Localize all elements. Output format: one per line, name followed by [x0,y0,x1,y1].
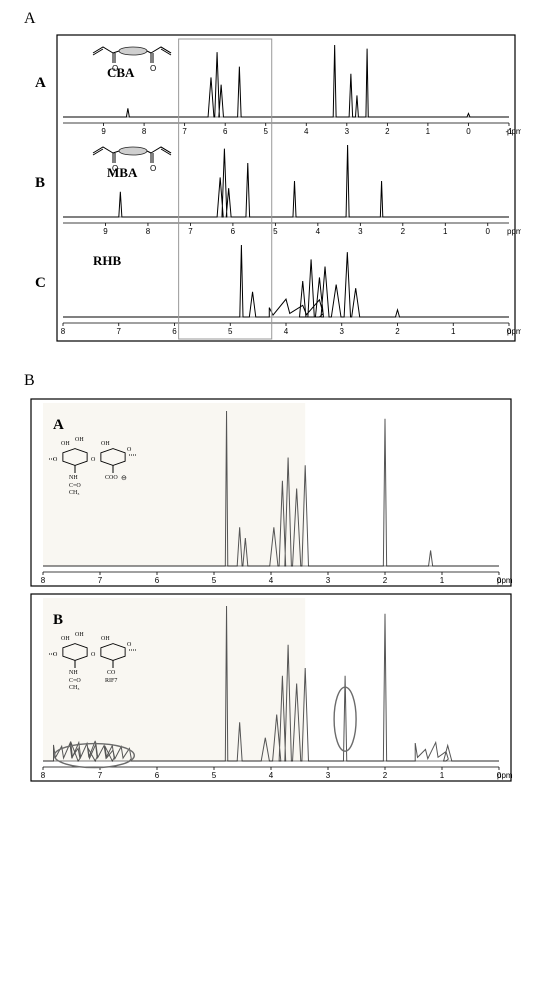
svg-text:OH: OH [75,437,84,443]
svg-text:CBA: CBA [107,65,135,80]
svg-text:C: C [35,275,46,291]
svg-text:ppm: ppm [507,127,521,136]
svg-text:1: 1 [426,127,431,136]
svg-text:⊖: ⊖ [121,474,127,482]
svg-text:8: 8 [146,227,151,236]
svg-text:7: 7 [117,327,122,336]
svg-text:3: 3 [358,227,363,236]
svg-text:ppm: ppm [497,576,513,585]
svg-text:O: O [53,457,58,463]
figure-a-svg: -10123456789ppmAOOCBA0123456789ppmBOOMBA… [21,33,521,343]
svg-text:O: O [91,652,96,658]
svg-text:5: 5 [273,227,278,236]
svg-text:6: 6 [172,327,177,336]
svg-text:5: 5 [228,327,233,336]
svg-text:5: 5 [264,127,269,136]
figure-b-wrapper: 012345678ppmAOHOHOHOOONHC=OCH₃COO⊖012345… [20,394,520,796]
svg-text:1: 1 [440,576,445,585]
svg-text:O: O [127,447,132,453]
svg-text:8: 8 [142,127,147,136]
svg-text:5: 5 [212,771,217,780]
svg-text:O: O [127,642,132,648]
svg-text:5: 5 [212,576,217,585]
svg-text:COO: COO [105,475,118,481]
svg-text:8: 8 [41,576,46,585]
svg-text:7: 7 [188,227,193,236]
svg-text:8: 8 [61,327,66,336]
svg-text:O: O [91,457,96,463]
svg-text:B: B [35,175,45,191]
figure-a-wrapper: -10123456789ppmAOOCBA0123456789ppmBOOMBA… [20,32,520,344]
svg-text:ppm: ppm [507,227,521,236]
svg-text:4: 4 [304,127,309,136]
svg-text:A: A [35,75,46,91]
svg-text:O: O [150,164,156,173]
svg-text:NH: NH [69,475,78,481]
svg-text:ppm: ppm [497,771,513,780]
figure-root: A -10123456789ppmAOOCBA0123456789ppmBOOM… [0,0,540,806]
svg-text:3: 3 [340,327,345,336]
svg-text:O: O [150,64,156,73]
svg-text:OH: OH [101,441,110,447]
svg-text:1: 1 [443,227,448,236]
svg-text:6: 6 [155,576,160,585]
svg-text:3: 3 [345,127,350,136]
svg-text:CH₃: CH₃ [69,490,79,496]
svg-text:0: 0 [486,227,491,236]
svg-text:RIF7: RIF7 [105,678,117,684]
svg-text:3: 3 [326,771,331,780]
svg-text:1: 1 [451,327,456,336]
svg-text:2: 2 [401,227,406,236]
svg-text:7: 7 [98,771,103,780]
svg-text:7: 7 [98,576,103,585]
svg-text:C=O: C=O [69,483,81,489]
svg-text:A: A [53,417,64,433]
svg-text:CH₃: CH₃ [69,685,79,691]
panel-a-label: A [24,10,520,28]
svg-text:CO: CO [107,670,116,676]
svg-text:8: 8 [41,771,46,780]
svg-text:B: B [53,612,63,628]
svg-text:2: 2 [383,771,388,780]
svg-text:4: 4 [269,576,274,585]
svg-text:2: 2 [385,127,390,136]
svg-text:2: 2 [383,576,388,585]
svg-text:OH: OH [101,636,110,642]
svg-text:4: 4 [316,227,321,236]
svg-text:6: 6 [155,771,160,780]
svg-text:4: 4 [269,771,274,780]
svg-text:9: 9 [103,227,108,236]
figure-b-svg: 012345678ppmAOHOHOHOOONHC=OCH₃COO⊖012345… [21,395,521,795]
svg-text:RHB: RHB [93,253,122,268]
svg-text:O: O [53,652,58,658]
svg-text:9: 9 [101,127,106,136]
svg-text:ppm: ppm [507,327,521,336]
panel-b-label: B [24,372,520,390]
svg-text:OH: OH [75,632,84,638]
svg-text:C=O: C=O [69,678,81,684]
svg-text:6: 6 [223,127,228,136]
svg-text:4: 4 [284,327,289,336]
svg-text:OH: OH [61,636,70,642]
svg-text:6: 6 [231,227,236,236]
svg-text:NH: NH [69,670,78,676]
svg-text:0: 0 [466,127,471,136]
svg-text:OH: OH [61,441,70,447]
svg-text:3: 3 [326,576,331,585]
svg-text:MBA: MBA [107,165,138,180]
svg-text:2: 2 [395,327,400,336]
svg-text:1: 1 [440,771,445,780]
svg-text:7: 7 [182,127,187,136]
